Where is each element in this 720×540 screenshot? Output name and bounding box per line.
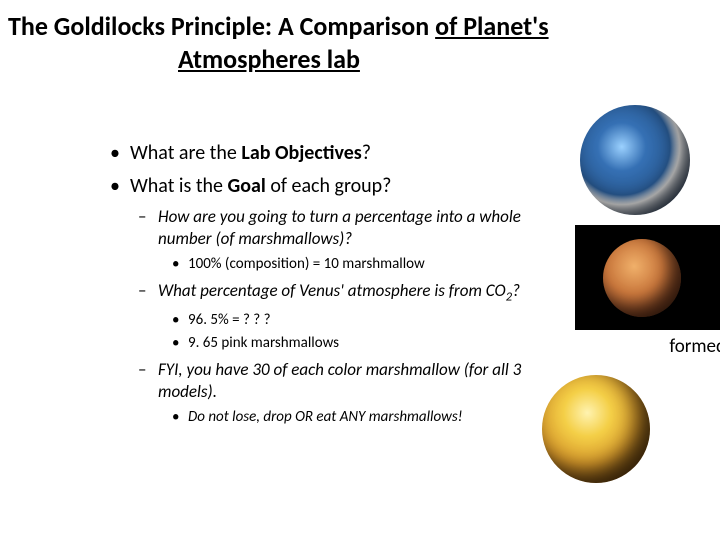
text-bold: Lab Objectives (241, 141, 361, 165)
side-text-formed: formed (669, 335, 720, 358)
subsub-965: 96. 5% = ? ? ? (110, 310, 570, 330)
slide-title: The Goldilocks Principle: A Comparison o… (0, 0, 720, 79)
subbullet-fyi: FYI, you have 30 of each color marshmall… (110, 359, 570, 403)
text-bold: Goal (228, 174, 266, 198)
title-line1-underline: of Planet's (435, 10, 548, 42)
title-line2: Atmospheres lab (8, 43, 360, 76)
content-list: What are the Lab Objectives? What is the… (110, 140, 570, 429)
venus-icon (542, 375, 650, 483)
text: What is the (130, 174, 228, 198)
text: What percentage of Venus' atmosphere is … (158, 280, 506, 301)
mars-icon (603, 239, 681, 317)
text: ? (512, 280, 520, 301)
text: What are the (130, 141, 241, 165)
text: of each group? (266, 174, 392, 198)
subbullet-venus-co2: What percentage of Venus' atmosphere is … (110, 280, 570, 306)
text-italic: Do not lose, drop OR eat ANY marshmallow… (188, 408, 463, 426)
subsub-pink: 9. 65 pink marshmallows (110, 333, 570, 353)
subbullet-percentage: How are you going to turn a percentage i… (110, 206, 570, 250)
earth-icon (580, 105, 690, 215)
text: ? (362, 141, 371, 165)
subsub-warning: Do not lose, drop OR eat ANY marshmallow… (110, 407, 570, 427)
subsub-composition: 100% (composition) = 10 marshmallow (110, 254, 570, 274)
bullet-lab-objectives: What are the Lab Objectives? (110, 140, 570, 167)
mars-image-box (575, 225, 720, 330)
title-line1-pre: The Goldilocks Principle: A Comparison (8, 10, 435, 42)
bullet-goal: What is the Goal of each group? (110, 173, 570, 200)
